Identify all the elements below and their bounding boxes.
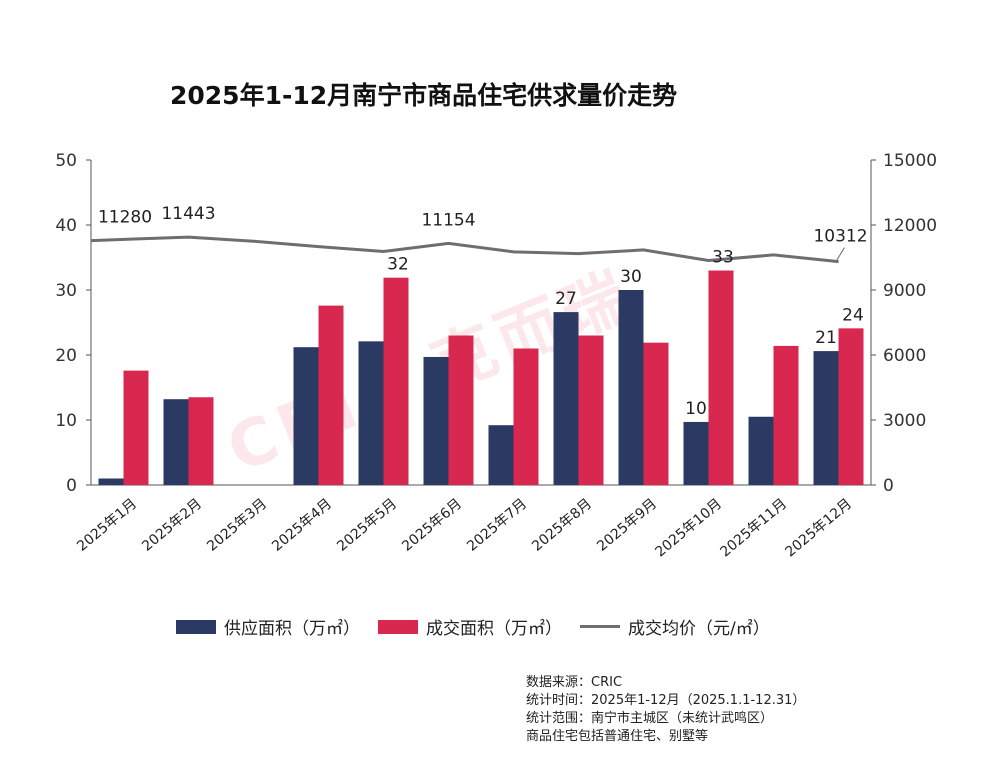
legend-swatch-deal: [378, 619, 418, 634]
data-label-price: 11280: [98, 208, 152, 228]
bar-deal: [188, 397, 214, 485]
y-right-tick-label: 6000: [883, 346, 926, 366]
x-tick-label: 2025年2月: [139, 496, 205, 555]
x-tick-label: 2025年6月: [399, 496, 465, 555]
y-right-tick-label: 0: [883, 476, 894, 496]
data-label-price: 11443: [161, 204, 215, 224]
y-right-tick-label: 12000: [883, 216, 937, 236]
y-left-tick-label: 50: [55, 151, 77, 171]
bar-supply: [98, 478, 124, 485]
bar-deal: [513, 348, 539, 485]
data-label-price: 11154: [421, 210, 475, 230]
bar-deal: [643, 342, 669, 485]
x-tick-label: 2025年7月: [464, 496, 530, 555]
legend-label-supply: 供应面积（万㎡）: [224, 619, 360, 639]
bar-supply: [683, 421, 709, 485]
x-tick-label: 2025年5月: [334, 496, 400, 555]
bar-deal: [838, 328, 864, 485]
data-label-supply: 27: [555, 289, 577, 309]
bar-supply: [813, 351, 839, 485]
bar-deal: [123, 370, 149, 485]
legend-item-supply: 供应面积（万㎡）: [176, 614, 360, 639]
bar-supply: [488, 425, 514, 485]
bar-supply: [163, 399, 189, 485]
y-right-tick-label: 3000: [883, 411, 926, 431]
bar-deal: [383, 277, 409, 485]
y-left-tick-label: 30: [55, 281, 77, 301]
data-label-deal: 33: [712, 248, 734, 268]
x-tick-label: 2025年4月: [269, 496, 335, 555]
legend-label-price: 成交均价（元/㎡）: [628, 619, 770, 639]
legend-item-deal: 成交面积（万㎡）: [378, 614, 562, 639]
legend-item-price: 成交均价（元/㎡）: [580, 614, 770, 639]
bar-supply: [748, 416, 774, 485]
bar-deal: [708, 270, 734, 485]
bar-supply: [423, 356, 449, 485]
bar-supply: [358, 341, 384, 485]
footnote-period: 统计时间：2025年1-12月（2025.1.1-12.31）: [526, 693, 806, 708]
bar-supply: [553, 312, 579, 485]
y-left-tick-label: 10: [55, 411, 77, 431]
x-tick-label: 2025年3月: [204, 496, 270, 555]
bar-deal: [318, 305, 344, 485]
data-label-supply: 21: [815, 328, 837, 348]
price-line: [90, 235, 839, 264]
x-tick-label: 2025年11月: [717, 496, 790, 561]
data-label-price: 10312: [813, 227, 867, 247]
y-right-tick-label: 15000: [883, 151, 937, 171]
legend-swatch-supply: [176, 619, 216, 634]
y-left-tick-label: 0: [66, 476, 77, 496]
data-label-supply: 10: [685, 399, 707, 419]
bar-deal: [578, 335, 604, 485]
data-label-deal: 24: [842, 305, 864, 325]
data-label-deal: 32: [387, 255, 409, 275]
x-tick-label: 2025年10月: [652, 496, 725, 561]
legend-label-deal: 成交面积（万㎡）: [426, 619, 562, 639]
footnote: 数据来源：CRIC 统计时间：2025年1-12月（2025.1.1-12.31…: [526, 674, 805, 746]
legend-swatch-price: [580, 625, 620, 628]
data-label-supply: 30: [620, 267, 642, 287]
bar-deal: [448, 335, 474, 485]
bar-supply: [293, 347, 319, 485]
bar-deal: [773, 345, 799, 485]
legend: 供应面积（万㎡） 成交面积（万㎡） 成交均价（元/㎡）: [176, 614, 770, 639]
x-tick-label: 2025年12月: [782, 496, 855, 561]
footnote-note: 商品住宅包括普通住宅、别墅等: [526, 729, 709, 744]
y-left-tick-label: 40: [55, 216, 77, 236]
y-left-tick-label: 20: [55, 346, 77, 366]
x-tick-label: 2025年1月: [74, 496, 140, 555]
footnote-scope: 统计范围：南宁市主城区（未统计武鸣区）: [526, 711, 774, 726]
x-tick-label: 2025年9月: [594, 496, 660, 555]
footnote-source: 数据来源：CRIC: [526, 675, 623, 690]
x-tick-label: 2025年8月: [529, 496, 595, 555]
y-right-tick-label: 9000: [883, 281, 926, 301]
price-label-leader: [836, 247, 845, 261]
bar-supply: [618, 290, 644, 485]
chart-title: 2025年1-12月南宁市商品住宅供求量价走势: [170, 81, 678, 110]
